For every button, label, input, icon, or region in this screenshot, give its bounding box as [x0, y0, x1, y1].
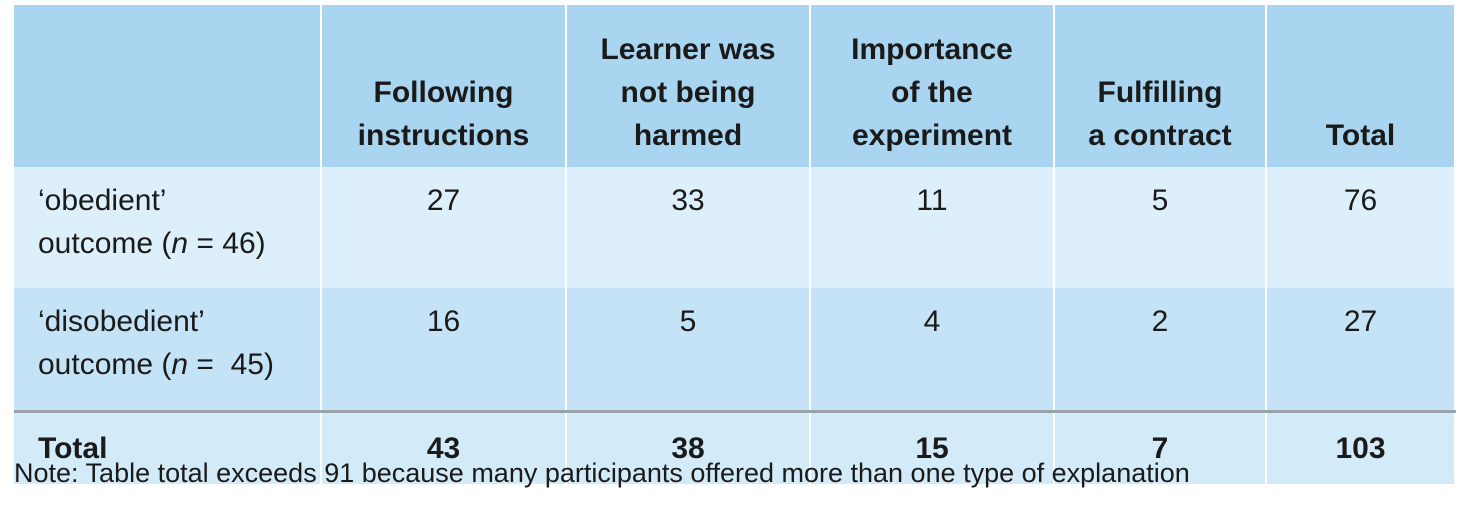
label-text: outcome (	[38, 227, 172, 260]
cell-value: 2	[1053, 288, 1267, 412]
label-line: ‘obedient’	[38, 184, 167, 217]
total-value: 43	[320, 410, 567, 484]
cell-value: 16	[320, 288, 567, 412]
label-line: ‘disobedient’	[38, 305, 205, 338]
data-row: ‘disobedient’ outcome (n = 45) 16 5 4 2 27	[14, 288, 1456, 412]
header-line: instructions	[357, 119, 530, 152]
cell-value: 4	[809, 288, 1055, 412]
header-line: Importance	[851, 33, 1013, 66]
cell-value: 5	[1053, 167, 1267, 288]
total-value: 7	[1053, 410, 1267, 484]
header-line: not being	[620, 76, 756, 109]
column-header: Total	[1265, 5, 1456, 167]
data-row: ‘obedient’ outcome (n = 46) 27 33 11 5 76	[14, 167, 1456, 288]
table-note: Note: Table total exceeds 91 because man…	[14, 458, 1190, 488]
cell-value: 5	[565, 288, 811, 412]
total-row: Total 43 38 15 7 103	[14, 410, 1456, 484]
header-row: Following instructions Learner was not bein…	[14, 5, 1456, 167]
header-line: of the	[891, 76, 973, 109]
label-text: = 46)	[188, 227, 266, 260]
total-value: 38	[565, 410, 811, 484]
label-text: outcome (	[38, 348, 172, 381]
row-label: ‘obedient’ outcome (n = 46)	[14, 167, 322, 288]
header-line: harmed	[633, 119, 743, 152]
cell-value: 76	[1265, 167, 1456, 288]
column-header	[14, 5, 322, 167]
column-header: Fulfilling a contract	[1053, 5, 1267, 167]
cell-value: 11	[809, 167, 1055, 288]
header-line: Total	[1325, 119, 1396, 152]
header-line: a contract	[1088, 119, 1232, 152]
column-header: Learner was not being harmed	[565, 5, 811, 167]
row-label: ‘disobedient’ outcome (n = 45)	[14, 288, 322, 412]
label-line: outcome (n = 45)	[38, 343, 308, 386]
column-header: Importance of the experiment	[809, 5, 1055, 167]
cell-value: 33	[565, 167, 811, 288]
header-line: Learner was	[600, 33, 776, 66]
header-line: experiment	[851, 119, 1013, 152]
column-header: Following instructions	[320, 5, 567, 167]
results-table: Following instructions Learner was not bein…	[14, 5, 1456, 484]
header-line: Following	[373, 76, 514, 109]
label-text: = 45)	[188, 348, 274, 381]
cell-value: 27	[320, 167, 567, 288]
total-value: 103	[1265, 410, 1456, 484]
label-variable: n	[171, 348, 189, 381]
label-variable: n	[171, 227, 189, 260]
total-value: 15	[809, 410, 1055, 484]
table-body: ‘obedient’ outcome (n = 46) 27 33 11 5 76 ‘diso…	[14, 167, 1456, 484]
cell-value: 27	[1265, 288, 1456, 412]
label-line: outcome (n = 46)	[38, 222, 308, 265]
header-line: Fulfilling	[1097, 76, 1223, 109]
table-header: Following instructions Learner was not bein…	[14, 5, 1456, 167]
row-label: Total	[14, 410, 322, 484]
